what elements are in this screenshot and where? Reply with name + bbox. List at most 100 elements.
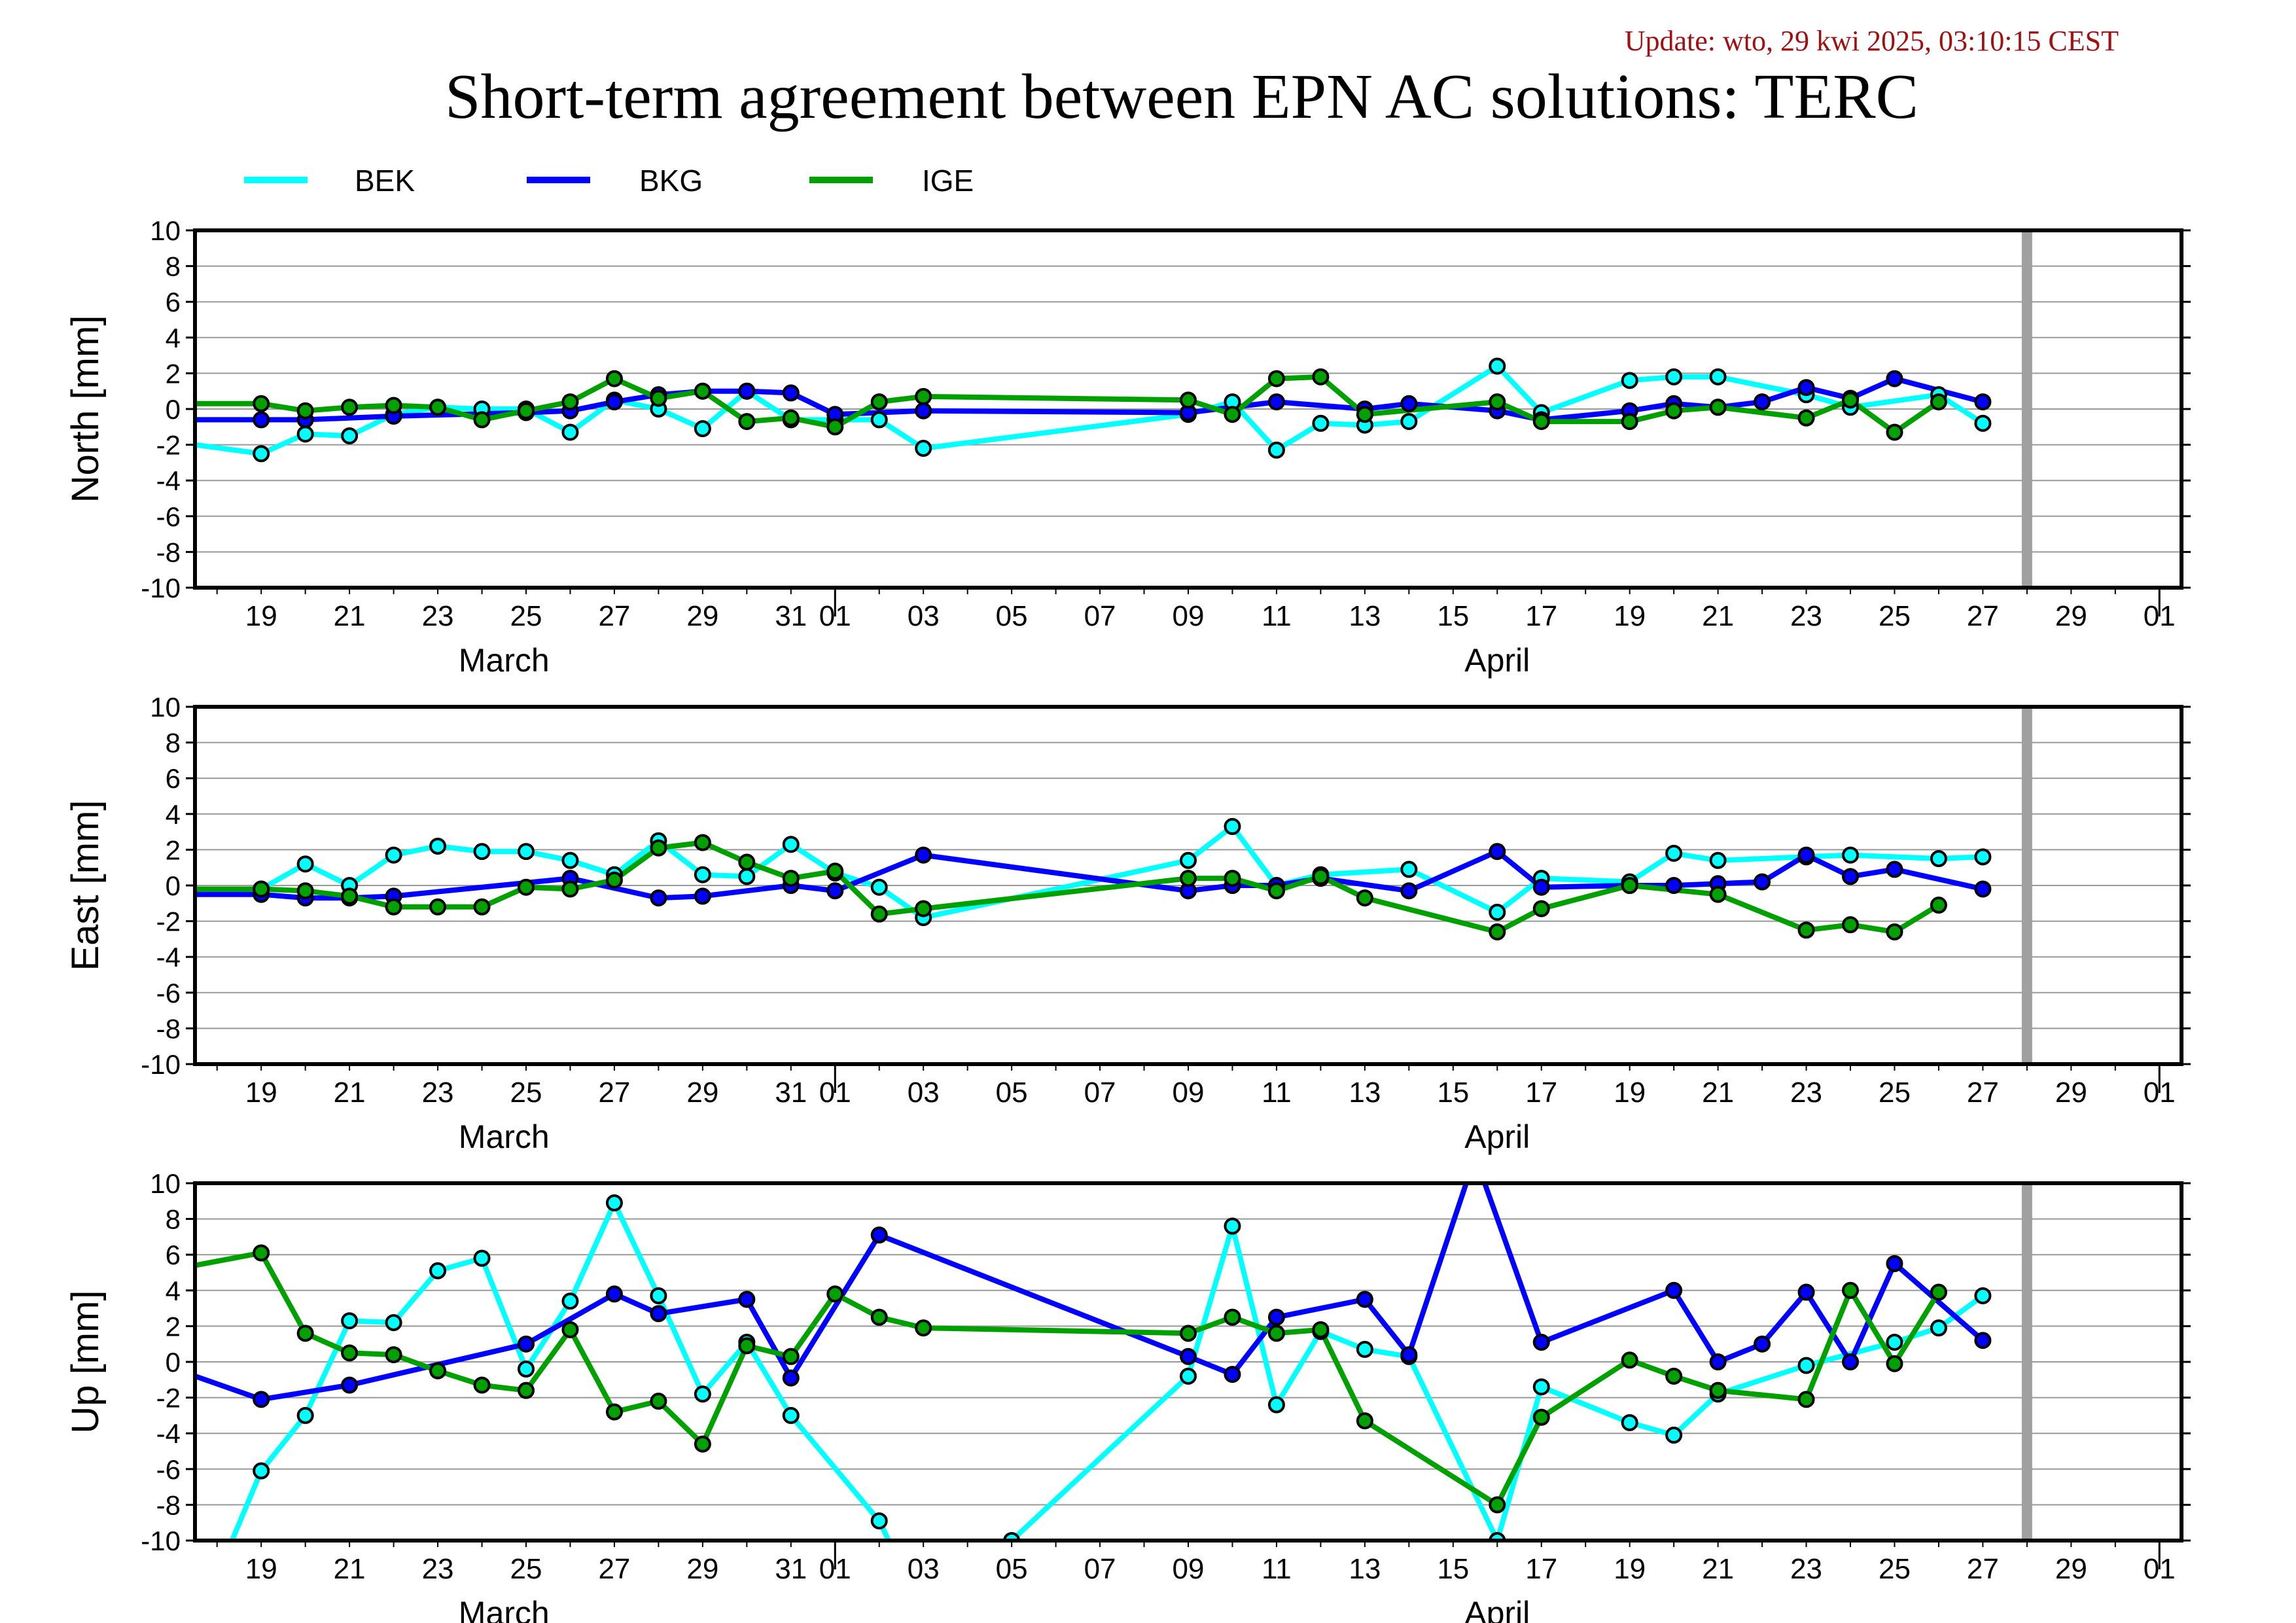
- data-point-bkg: [1974, 1332, 1992, 1349]
- data-point-ige: [518, 1382, 535, 1399]
- legend-label-ige: IGE: [922, 164, 974, 198]
- data-point-ige: [1224, 870, 1241, 887]
- data-point-bek: [738, 868, 756, 885]
- cutoff-marker: [2021, 1183, 2032, 1541]
- data-point-bkg: [1665, 877, 1683, 894]
- x-tick-label: 01: [819, 1553, 851, 1585]
- y-tick-label: 2: [166, 834, 181, 865]
- data-point-ige: [1665, 1367, 1683, 1385]
- y-tick-label: 4: [166, 323, 181, 353]
- data-point-bek: [429, 1262, 447, 1279]
- data-point-bek: [1400, 861, 1418, 878]
- data-point-ige: [1621, 413, 1638, 431]
- x-tick-label: 15: [1437, 1077, 1469, 1109]
- y-tick-label: -6: [156, 978, 181, 1008]
- data-point-bek: [1665, 844, 1683, 862]
- data-point-bkg: [1400, 1346, 1418, 1364]
- data-point-bkg: [915, 402, 932, 419]
- data-point-bek: [1842, 846, 1859, 864]
- month-label: March: [459, 1595, 550, 1623]
- data-point-bek: [473, 843, 491, 861]
- x-tick-label: 29: [2055, 600, 2087, 632]
- data-point-ige: [561, 393, 579, 411]
- x-tick-label: 25: [510, 1077, 542, 1109]
- x-tick-label: 23: [1790, 1553, 1822, 1585]
- legend-label-bek: BEK: [355, 164, 415, 198]
- x-tick-label: 23: [1790, 1077, 1822, 1109]
- x-tick-label: 11: [1262, 1553, 1292, 1585]
- month-label: March: [459, 642, 550, 679]
- data-point-bkg: [253, 1391, 270, 1408]
- x-tick-label: 27: [1967, 1553, 1999, 1585]
- x-tick-label: 31: [775, 1553, 807, 1585]
- y-tick-label: 4: [166, 799, 181, 830]
- data-point-ige: [1532, 900, 1550, 918]
- y-tick-label: 2: [166, 358, 181, 389]
- x-tick-label: 15: [1437, 600, 1469, 632]
- x-tick-label: 27: [598, 1553, 630, 1585]
- data-point-bkg: [605, 1285, 623, 1303]
- data-point-ige: [1797, 921, 1815, 939]
- data-point-ige: [1709, 885, 1727, 903]
- x-tick-label: 09: [1173, 1077, 1205, 1109]
- y-tick-label: 10: [150, 692, 181, 722]
- x-tick-label: 01: [2144, 1553, 2176, 1585]
- data-point-ige: [1267, 882, 1285, 900]
- data-point-ige: [1930, 1283, 1947, 1301]
- y-tick-label: -4: [156, 465, 181, 496]
- x-tick-label: 29: [686, 1553, 718, 1585]
- data-point-ige: [341, 399, 359, 416]
- data-point-bek: [1489, 903, 1506, 921]
- data-point-bek: [1224, 1217, 1241, 1235]
- x-tick-label: 23: [422, 1077, 454, 1109]
- data-point-ige: [694, 1435, 711, 1453]
- data-point-ige: [1709, 1382, 1727, 1399]
- data-point-bkg: [826, 882, 844, 900]
- legend-item-ige: IGE: [809, 164, 974, 198]
- data-point-bek: [561, 423, 579, 441]
- data-point-bkg: [1665, 1281, 1683, 1299]
- data-point-bkg: [1532, 878, 1550, 896]
- data-point-bek: [429, 837, 447, 855]
- data-point-bkg: [1974, 393, 1992, 411]
- data-point-ige: [561, 880, 579, 898]
- east-panel: 10 8 6 4 2 0 -2 -4 -6 -8 -10 19 21 23 25 27 29 31 01 03 05 07…: [64, 692, 2191, 1155]
- y-tick-label: -4: [156, 942, 181, 972]
- x-tick-label: 29: [686, 1077, 718, 1109]
- data-point-bkg: [782, 1369, 800, 1387]
- data-point-ige: [296, 1325, 314, 1342]
- data-point-bek: [1621, 372, 1638, 389]
- x-tick-label: 25: [1879, 600, 1911, 632]
- x-tick-label: 19: [245, 600, 277, 632]
- data-point-ige: [1267, 1325, 1285, 1342]
- data-point-bkg: [738, 382, 756, 400]
- data-point-ige: [429, 898, 447, 916]
- data-point-bek: [870, 878, 888, 896]
- data-point-ige: [518, 402, 535, 419]
- data-point-bek: [1930, 850, 1947, 868]
- data-point-bek: [782, 1406, 800, 1424]
- x-tick-label: 25: [1879, 1553, 1911, 1585]
- x-tick-label: 05: [996, 1553, 1028, 1585]
- x-tick-label: 21: [1702, 600, 1734, 632]
- x-tick-label: 27: [598, 1077, 630, 1109]
- data-point-bek: [473, 1249, 491, 1267]
- data-point-bek: [605, 1194, 623, 1212]
- data-point-ige: [1797, 409, 1815, 427]
- x-tick-label: 17: [1525, 600, 1557, 632]
- data-point-bkg: [1886, 370, 1903, 387]
- y-axis-label: East [mm]: [64, 800, 107, 971]
- data-point-bkg: [1532, 1333, 1550, 1351]
- x-tick-label: 01: [2144, 1077, 2176, 1109]
- x-tick-label: 15: [1437, 1553, 1469, 1585]
- data-point-bek: [1797, 1357, 1815, 1374]
- x-tick-label: 27: [598, 600, 630, 632]
- y-tick-label: 2: [166, 1311, 181, 1342]
- data-point-ige: [870, 905, 888, 923]
- data-point-bek: [1224, 817, 1241, 835]
- y-tick-label: -10: [141, 1525, 181, 1556]
- data-point-bkg: [1842, 868, 1859, 885]
- data-point-ige: [605, 370, 623, 387]
- data-point-ige: [1312, 868, 1330, 885]
- data-point-bek: [296, 855, 314, 873]
